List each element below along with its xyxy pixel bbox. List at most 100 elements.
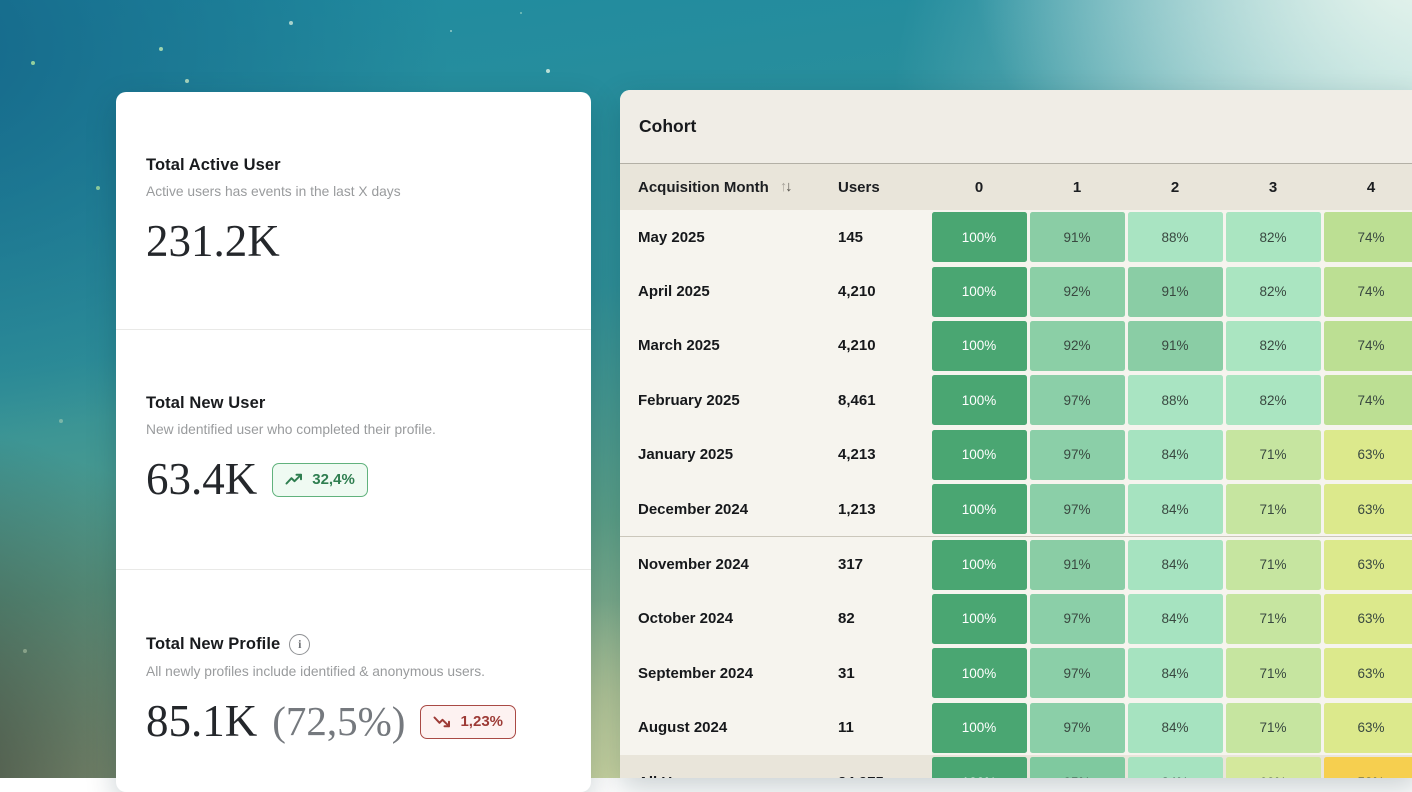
heat-cell[interactable]: 63%	[1324, 703, 1412, 753]
heat-cell[interactable]: 63%	[1324, 484, 1412, 534]
acquisition-month-cell: February 2025	[638, 392, 838, 409]
users-count-cell: 317	[838, 556, 930, 573]
heat-cell[interactable]: 91%	[1128, 267, 1223, 317]
acquisition-month-cell: November 2024	[638, 556, 838, 573]
heat-cell[interactable]: 100%	[932, 540, 1027, 590]
heat-cell[interactable]: 91%	[1128, 321, 1223, 371]
info-icon[interactable]: i	[289, 634, 310, 655]
heat-cell[interactable]: 92%	[1030, 321, 1125, 371]
heat-cell[interactable]: 82%	[1226, 375, 1321, 425]
heat-cell[interactable]: 63%	[1324, 540, 1412, 590]
column-header-acquisition-month[interactable]: Acquisition Month ↑ ↓	[638, 179, 838, 196]
heat-cell[interactable]: 71%	[1226, 703, 1321, 753]
heat-cell[interactable]: 100%	[932, 757, 1027, 778]
heat-cell[interactable]: 84%	[1128, 540, 1223, 590]
metric-card-total-new-user: Total New User New identified user who c…	[116, 330, 591, 570]
metric-title: Total Active User	[146, 156, 561, 175]
heat-cell[interactable]: 84%	[1128, 594, 1223, 644]
heat-cell[interactable]: 82%	[1226, 321, 1321, 371]
users-count-cell: 4,210	[838, 283, 930, 300]
trend-badge-label: 32,4%	[312, 471, 355, 488]
heat-cell[interactable]: 100%	[932, 267, 1027, 317]
heat-cell[interactable]: 100%	[932, 594, 1027, 644]
metric-value: 231.2K	[146, 219, 280, 264]
users-count-cell: 145	[838, 229, 930, 246]
column-header-period: 2	[1126, 179, 1224, 196]
users-count-cell: 4,213	[838, 446, 930, 463]
metric-description: Active users has events in the last X da…	[146, 184, 561, 199]
heat-cell[interactable]: 71%	[1226, 484, 1321, 534]
heat-cell[interactable]: 84%	[1128, 703, 1223, 753]
heat-cell[interactable]: 74%	[1324, 212, 1412, 262]
heat-cell[interactable]: 100%	[932, 430, 1027, 480]
heat-cell[interactable]: 100%	[932, 484, 1027, 534]
acquisition-month-cell: October 2024	[638, 610, 838, 627]
column-header-period: 1	[1028, 179, 1126, 196]
metric-value: 85.1K	[146, 699, 257, 744]
heat-cell[interactable]: 69%	[1226, 757, 1321, 778]
users-count-cell: 82	[838, 610, 930, 627]
metric-value-percentage: (72,5%)	[272, 701, 405, 742]
heat-cell[interactable]: 97%	[1030, 484, 1125, 534]
heat-cell[interactable]: 82%	[1226, 212, 1321, 262]
heat-cell[interactable]: 58%	[1324, 757, 1412, 778]
heat-cell[interactable]: 95%	[1030, 757, 1125, 778]
heat-cell[interactable]: 91%	[1030, 540, 1125, 590]
heat-cell[interactable]: 71%	[1226, 430, 1321, 480]
heat-cell[interactable]: 100%	[932, 321, 1027, 371]
acquisition-month-cell: May 2025	[638, 229, 838, 246]
heat-cell[interactable]: 84%	[1128, 430, 1223, 480]
heat-cell[interactable]: 97%	[1030, 430, 1125, 480]
column-header-users: Users	[838, 179, 930, 196]
heat-cell[interactable]: 74%	[1324, 375, 1412, 425]
users-count-cell: 11	[838, 719, 930, 736]
heat-cell[interactable]: 74%	[1324, 267, 1412, 317]
heat-cell[interactable]: 71%	[1226, 648, 1321, 698]
sort-icon[interactable]: ↑ ↓	[780, 180, 793, 195]
column-header-period: 0	[930, 179, 1028, 196]
heat-cell[interactable]: 97%	[1030, 375, 1125, 425]
heat-cell[interactable]: 74%	[1324, 321, 1412, 371]
users-count-cell: 24,975	[838, 774, 930, 778]
heat-cell[interactable]: 100%	[932, 212, 1027, 262]
heat-cell[interactable]: 92%	[1030, 267, 1125, 317]
heat-cell[interactable]: 63%	[1324, 594, 1412, 644]
table-total-row: All Users24,975100%95%84%69%58%	[620, 755, 1412, 778]
heat-cell[interactable]: 63%	[1324, 648, 1412, 698]
heat-cell[interactable]: 63%	[1324, 430, 1412, 480]
star-dots	[0, 0, 2, 2]
metric-title: Total New Profile i	[146, 634, 561, 655]
metric-title-text: Total Active User	[146, 156, 281, 175]
heat-cell[interactable]: 88%	[1128, 212, 1223, 262]
heat-cell[interactable]: 97%	[1030, 594, 1125, 644]
heat-cell[interactable]: 71%	[1226, 540, 1321, 590]
heat-cell[interactable]: 91%	[1030, 212, 1125, 262]
heat-cell[interactable]: 88%	[1128, 375, 1223, 425]
heat-cell[interactable]: 82%	[1226, 267, 1321, 317]
heat-cell[interactable]: 100%	[932, 648, 1027, 698]
acquisition-month-cell: All Users	[638, 774, 838, 778]
heat-cell[interactable]: 71%	[1226, 594, 1321, 644]
column-header-period: 4	[1322, 179, 1412, 196]
heat-cell[interactable]: 100%	[932, 703, 1027, 753]
metric-description: New identified user who completed their …	[146, 422, 561, 437]
column-header-label: Acquisition Month	[638, 179, 769, 196]
heat-cell[interactable]: 84%	[1128, 757, 1223, 778]
users-count-cell: 1,213	[838, 501, 930, 518]
heat-cell[interactable]: 100%	[932, 375, 1027, 425]
heat-cell[interactable]: 97%	[1030, 648, 1125, 698]
heat-cell[interactable]: 84%	[1128, 648, 1223, 698]
heat-cell[interactable]: 97%	[1030, 703, 1125, 753]
acquisition-month-cell: September 2024	[638, 665, 838, 682]
trend-badge-label: 1,23%	[460, 713, 503, 730]
trend-up-icon	[285, 473, 304, 486]
heat-cell[interactable]: 84%	[1128, 484, 1223, 534]
